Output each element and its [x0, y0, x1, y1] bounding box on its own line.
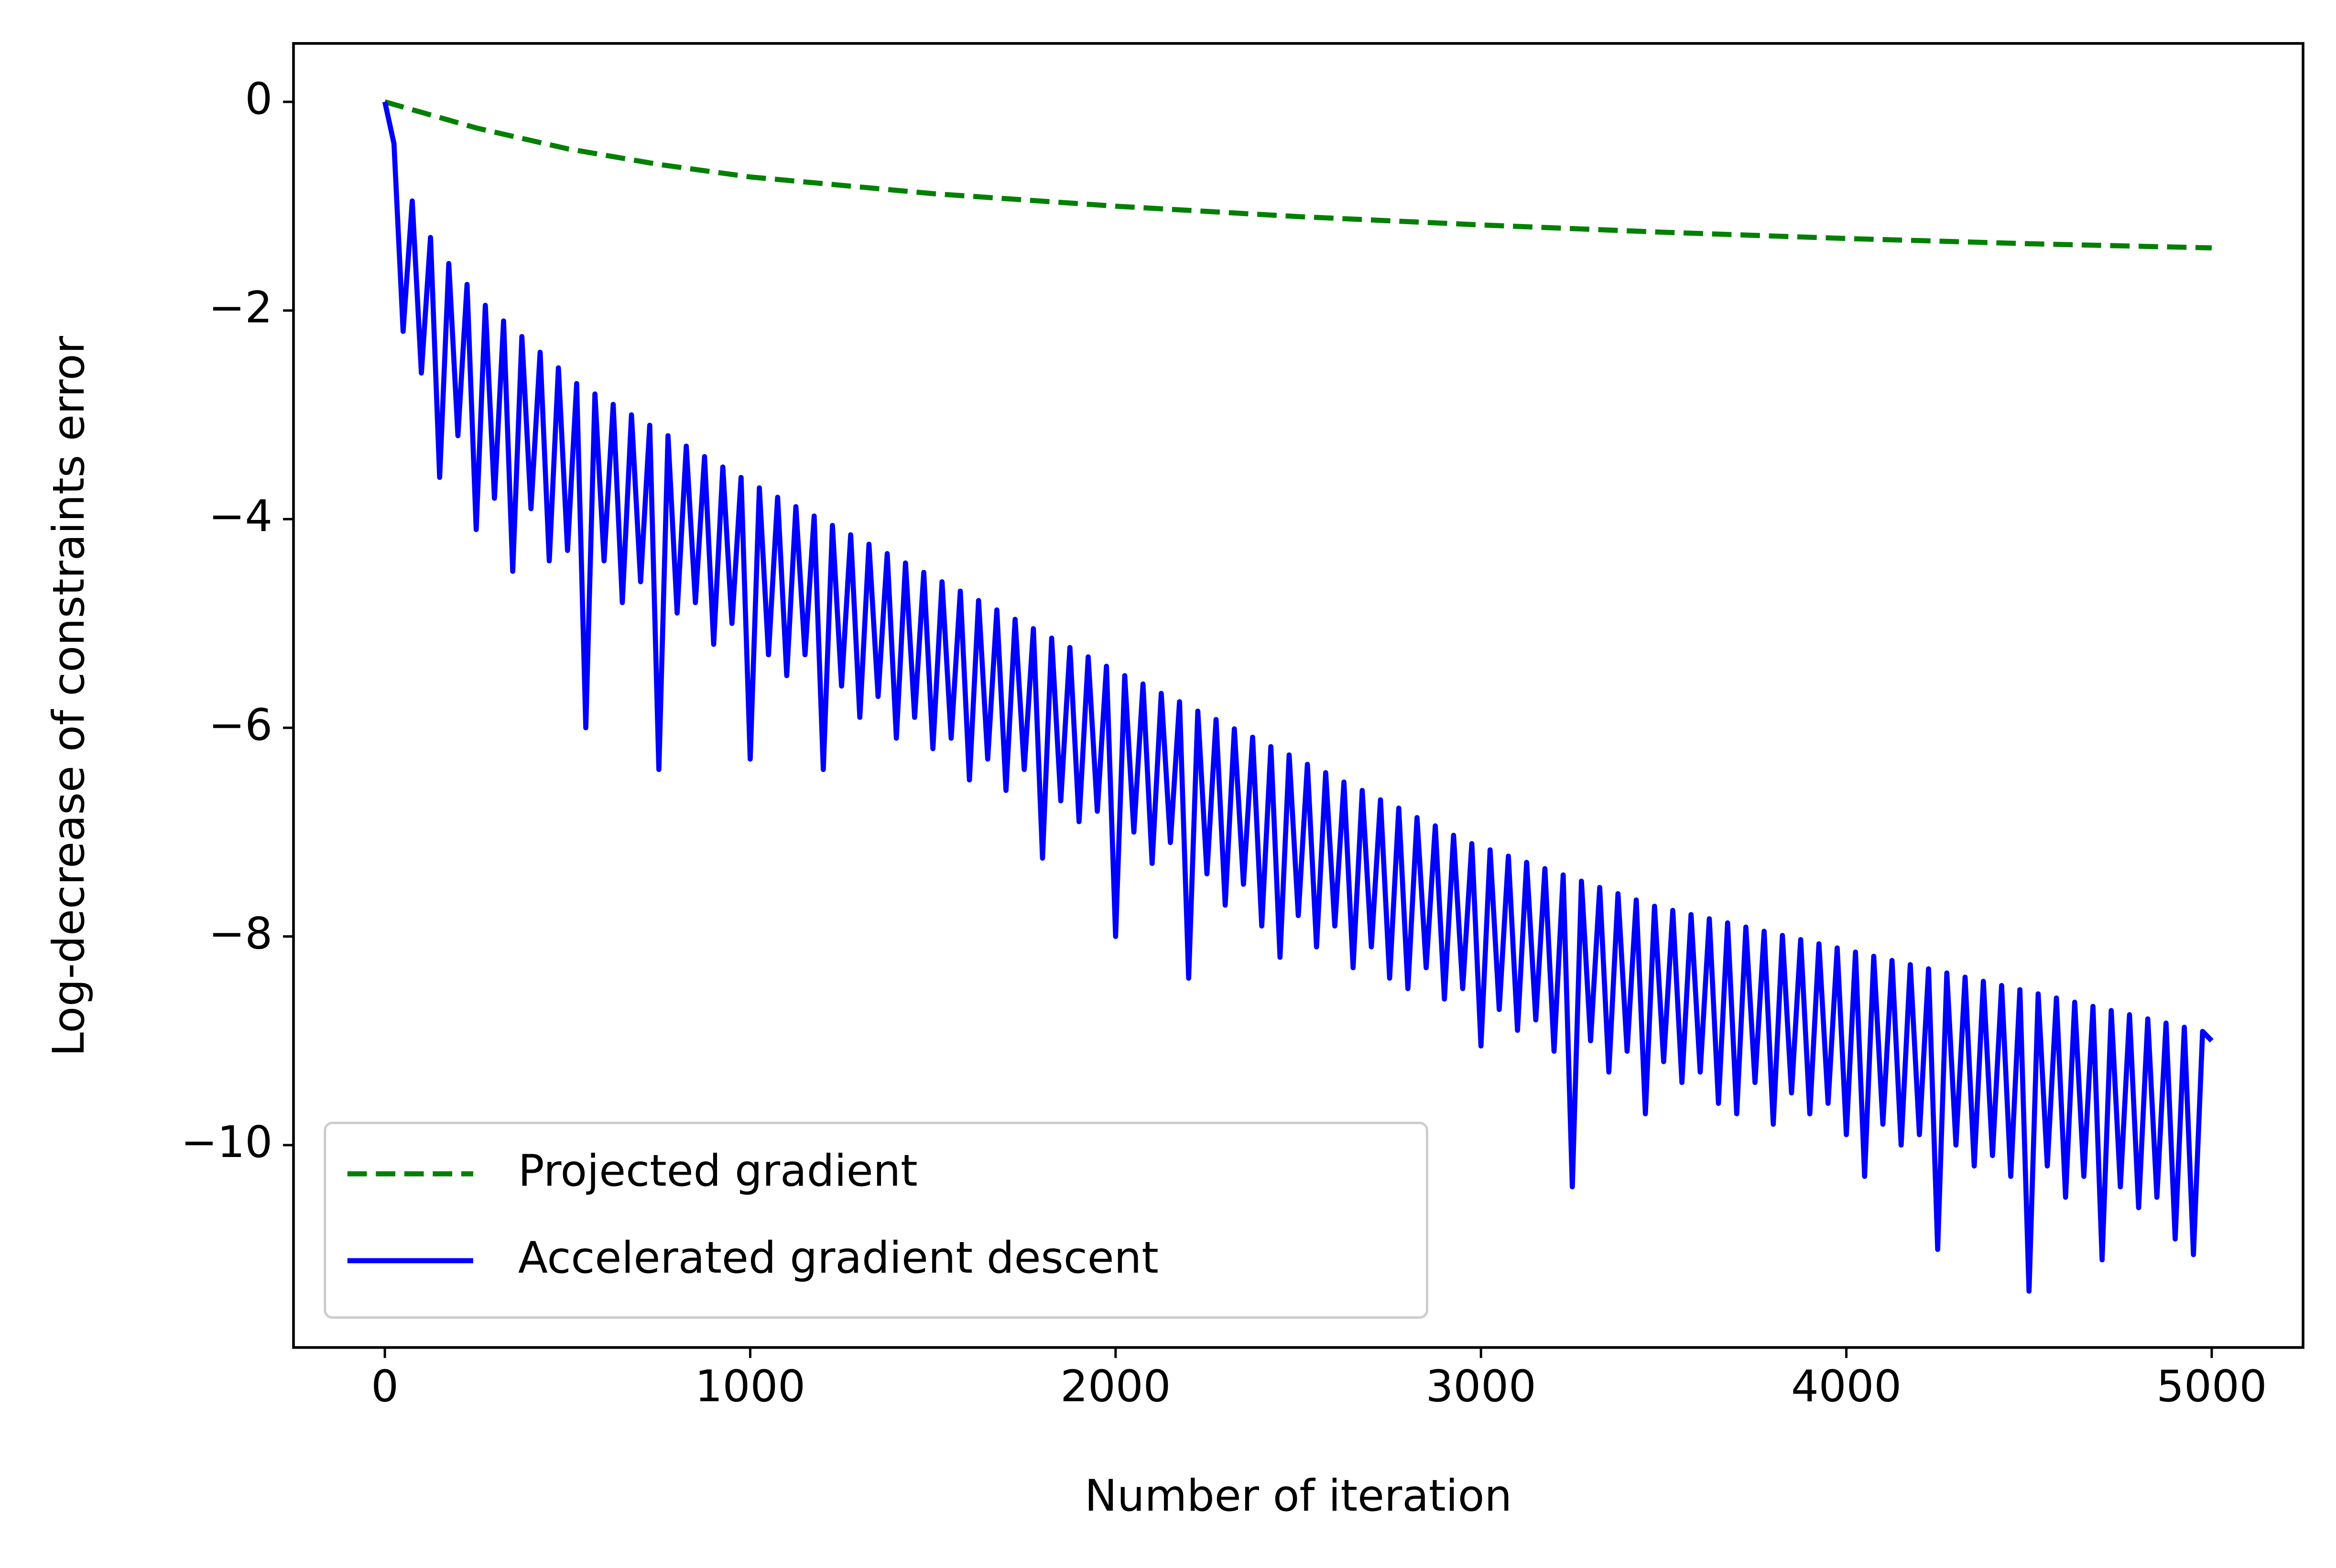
x-tick-label: 2000: [1060, 1362, 1171, 1412]
x-axis-label: Number of iteration: [1085, 1471, 1512, 1521]
legend: Projected gradient Accelerated gradient d…: [324, 1122, 1428, 1319]
data-line: [382, 101, 2214, 1294]
plot-frame: [292, 42, 2304, 1349]
y-tick-label: 0: [245, 74, 272, 124]
data-line: [384, 99, 2212, 251]
y-tick-label: −8: [208, 908, 272, 959]
legend-label: Accelerated gradient descent: [518, 1233, 1159, 1283]
y-tick-label: −10: [181, 1117, 272, 1168]
x-tick-label: 1000: [695, 1362, 805, 1412]
x-tick-label: 3000: [1426, 1362, 1536, 1412]
legend-label: Projected gradient: [518, 1146, 918, 1196]
y-tick-label: −6: [208, 700, 272, 750]
y-tick-label: −4: [208, 491, 272, 541]
x-tick-label: 5000: [2156, 1362, 2267, 1412]
y-tick-label: −2: [208, 283, 272, 333]
x-tick-label: 4000: [1791, 1362, 1901, 1412]
legend-box: [324, 1122, 1428, 1319]
y-axis-label: Log-decrease of constraints error: [44, 335, 94, 1056]
x-tick-label: 0: [371, 1362, 399, 1412]
